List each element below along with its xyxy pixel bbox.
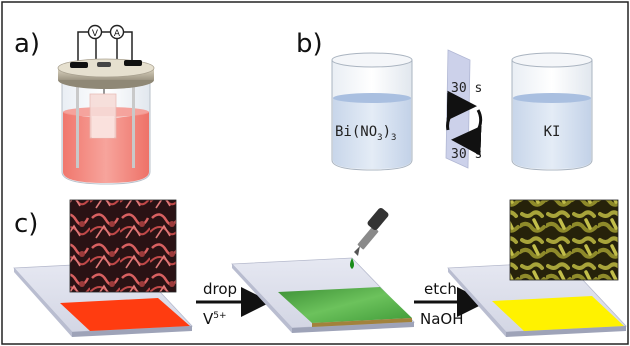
slide-green-film [231, 257, 415, 333]
step1-top-label: drop [203, 280, 237, 298]
sem-image-red [69, 199, 177, 293]
voltmeter-icon [87, 24, 103, 40]
bi-nitrate-formula: Bi(NO3)3 [335, 124, 396, 143]
cycle-arrow-icon [446, 90, 477, 131]
sem-image-yellow [509, 199, 619, 281]
beaker-ki: KI [511, 52, 593, 171]
ki-label: KI [544, 124, 561, 140]
time-bottom: 30 s [451, 147, 482, 162]
panel-a-label: a) [14, 29, 40, 59]
panel-b-label: b) [296, 29, 323, 59]
step1-bottom-label: V5+ [203, 310, 227, 328]
substrate-plate: 30 s 30 s [445, 49, 483, 169]
electrochemical-cell [57, 58, 155, 185]
panel-b: b) Bi(NO3)3 30 s 30 s KI [296, 29, 593, 171]
green-film [278, 287, 412, 323]
voltmeter-label: V [92, 29, 99, 39]
ammeter-icon [109, 24, 125, 40]
dropper-icon [350, 207, 389, 269]
step2-top-label: etch [424, 280, 457, 298]
cycle-arrow-return-icon [451, 109, 483, 156]
panel-c: c) drop V5+ etch Na [13, 199, 627, 337]
red-film [60, 298, 190, 331]
panel-c-label: c) [14, 209, 38, 239]
cell-solution [63, 112, 149, 183]
step2-bottom-label: NaOH [420, 310, 464, 328]
ammeter-label: A [114, 29, 121, 39]
time-top: 30 s [451, 81, 482, 96]
beaker-bi-nitrate: Bi(NO3)3 [331, 52, 413, 171]
yellow-film [492, 296, 624, 331]
panel-a: a) V A [14, 24, 155, 185]
